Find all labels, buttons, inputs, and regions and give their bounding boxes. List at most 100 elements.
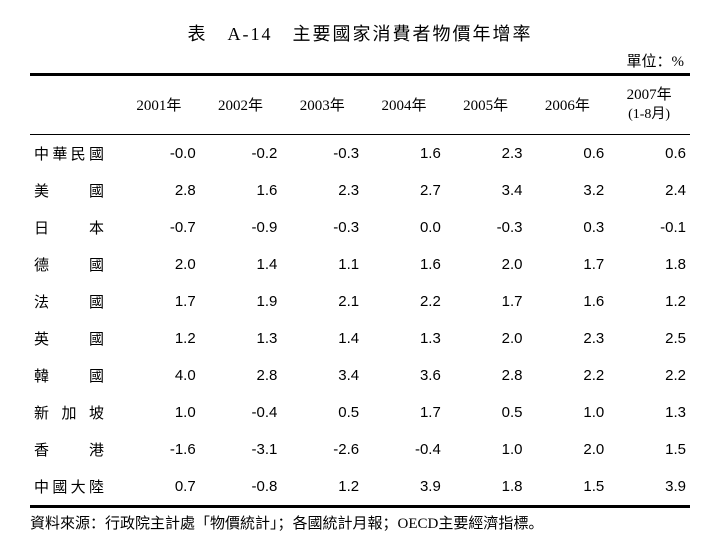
value-cell: 3.9 <box>363 468 445 507</box>
country-cell: 法 國 <box>30 283 118 320</box>
value-cell: 1.4 <box>281 320 363 357</box>
country-cell: 中華民國 <box>30 134 118 172</box>
country-cell: 日 本 <box>30 209 118 246</box>
value-cell: 1.2 <box>608 283 690 320</box>
table-row: 法 國1.71.92.12.21.71.61.2 <box>30 283 690 320</box>
value-cell: 1.3 <box>608 394 690 431</box>
value-cell: 1.3 <box>363 320 445 357</box>
country-cell: 韓 國 <box>30 357 118 394</box>
value-cell: 1.7 <box>527 246 609 283</box>
value-cell: -2.6 <box>281 431 363 468</box>
value-cell: 2.8 <box>200 357 282 394</box>
value-cell: 2.7 <box>363 172 445 209</box>
value-cell: 1.7 <box>445 283 527 320</box>
value-cell: 3.2 <box>527 172 609 209</box>
value-cell: -0.8 <box>200 468 282 507</box>
table-body: 中華民國-0.0-0.2-0.31.62.30.60.6美 國2.81.62.3… <box>30 134 690 506</box>
value-cell: 2.3 <box>527 320 609 357</box>
value-cell: 1.6 <box>363 246 445 283</box>
value-cell: 3.6 <box>363 357 445 394</box>
col-2007-range: (1-8月) <box>612 106 686 124</box>
value-cell: 2.3 <box>445 134 527 172</box>
value-cell: 1.6 <box>363 134 445 172</box>
table-title: 表 A-14 主要國家消費者物價年增率 <box>30 20 690 46</box>
value-cell: 0.7 <box>118 468 200 507</box>
value-cell: 0.6 <box>608 134 690 172</box>
value-cell: 1.2 <box>118 320 200 357</box>
value-cell: -0.9 <box>200 209 282 246</box>
value-cell: 1.2 <box>281 468 363 507</box>
table-row: 日 本-0.7-0.9-0.30.0-0.30.3-0.1 <box>30 209 690 246</box>
value-cell: 1.8 <box>608 246 690 283</box>
value-cell: 1.5 <box>527 468 609 507</box>
country-cell: 英 國 <box>30 320 118 357</box>
value-cell: 1.3 <box>200 320 282 357</box>
value-cell: 1.6 <box>527 283 609 320</box>
cpi-table: 2001年 2002年 2003年 2004年 2005年 2006年 2007… <box>30 73 690 508</box>
value-cell: 3.9 <box>608 468 690 507</box>
value-cell: -0.4 <box>363 431 445 468</box>
value-cell: -0.0 <box>118 134 200 172</box>
country-cell: 中國大陸 <box>30 468 118 507</box>
value-cell: 0.5 <box>281 394 363 431</box>
value-cell: -0.2 <box>200 134 282 172</box>
value-cell: -0.7 <box>118 209 200 246</box>
table-row: 德 國2.01.41.11.62.01.71.8 <box>30 246 690 283</box>
table-row: 香 港-1.6-3.1-2.6-0.41.02.01.5 <box>30 431 690 468</box>
value-cell: -0.1 <box>608 209 690 246</box>
value-cell: 2.4 <box>608 172 690 209</box>
value-cell: 2.1 <box>281 283 363 320</box>
value-cell: -0.3 <box>445 209 527 246</box>
value-cell: 2.0 <box>445 320 527 357</box>
value-cell: 2.0 <box>118 246 200 283</box>
value-cell: -0.4 <box>200 394 282 431</box>
col-country <box>30 75 118 135</box>
value-cell: 2.2 <box>363 283 445 320</box>
value-cell: 2.0 <box>527 431 609 468</box>
value-cell: 1.5 <box>608 431 690 468</box>
table-row: 英 國1.21.31.41.32.02.32.5 <box>30 320 690 357</box>
col-2004: 2004年 <box>363 75 445 135</box>
table-row: 韓 國4.02.83.43.62.82.22.2 <box>30 357 690 394</box>
value-cell: 1.9 <box>200 283 282 320</box>
value-cell: 3.4 <box>445 172 527 209</box>
table-row: 中國大陸0.7-0.81.23.91.81.53.9 <box>30 468 690 507</box>
country-cell: 美 國 <box>30 172 118 209</box>
col-2005: 2005年 <box>445 75 527 135</box>
value-cell: 1.0 <box>445 431 527 468</box>
value-cell: -0.3 <box>281 134 363 172</box>
value-cell: 0.0 <box>363 209 445 246</box>
country-cell: 新 加 坡 <box>30 394 118 431</box>
col-2006: 2006年 <box>527 75 609 135</box>
value-cell: -1.6 <box>118 431 200 468</box>
value-cell: 1.1 <box>281 246 363 283</box>
value-cell: 0.5 <box>445 394 527 431</box>
value-cell: -3.1 <box>200 431 282 468</box>
value-cell: 1.7 <box>118 283 200 320</box>
value-cell: 0.3 <box>527 209 609 246</box>
col-2007: 2007年 (1-8月) <box>608 75 690 135</box>
col-2001: 2001年 <box>118 75 200 135</box>
value-cell: 1.0 <box>527 394 609 431</box>
unit-label: 單位：% <box>30 50 690 71</box>
table-row: 中華民國-0.0-0.2-0.31.62.30.60.6 <box>30 134 690 172</box>
header-row: 2001年 2002年 2003年 2004年 2005年 2006年 2007… <box>30 75 690 135</box>
value-cell: 1.4 <box>200 246 282 283</box>
country-cell: 德 國 <box>30 246 118 283</box>
value-cell: 0.6 <box>527 134 609 172</box>
value-cell: 2.5 <box>608 320 690 357</box>
value-cell: 2.2 <box>608 357 690 394</box>
table-row: 新 加 坡1.0-0.40.51.70.51.01.3 <box>30 394 690 431</box>
value-cell: 2.8 <box>445 357 527 394</box>
col-2002: 2002年 <box>200 75 282 135</box>
table-row: 美 國2.81.62.32.73.43.22.4 <box>30 172 690 209</box>
value-cell: 2.8 <box>118 172 200 209</box>
value-cell: 1.8 <box>445 468 527 507</box>
country-cell: 香 港 <box>30 431 118 468</box>
col-2007-year: 2007年 <box>612 86 686 106</box>
value-cell: 2.0 <box>445 246 527 283</box>
value-cell: 1.0 <box>118 394 200 431</box>
value-cell: 1.7 <box>363 394 445 431</box>
value-cell: 4.0 <box>118 357 200 394</box>
value-cell: 3.4 <box>281 357 363 394</box>
